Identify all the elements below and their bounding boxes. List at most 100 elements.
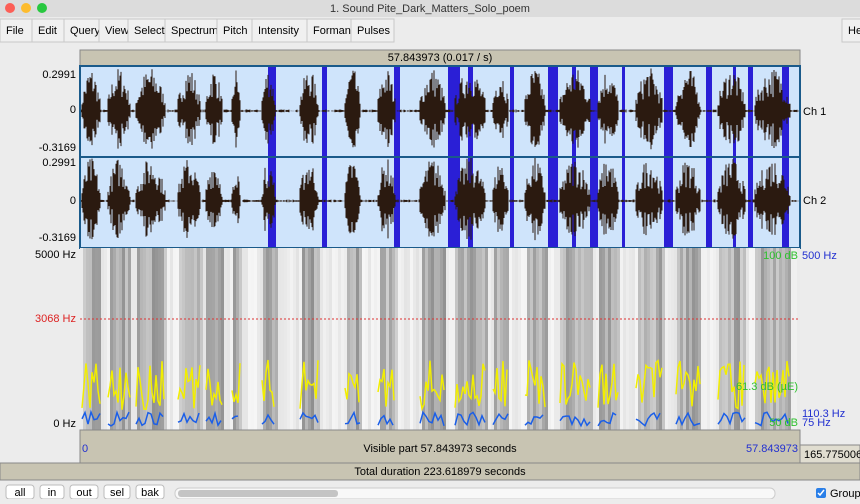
spectrogram-column	[317, 248, 320, 430]
spectrogram-column	[104, 248, 107, 430]
spectrogram-column	[137, 248, 140, 430]
button-label: sel	[110, 487, 124, 499]
spectrogram-column	[635, 248, 638, 430]
spectrogram-column	[206, 248, 209, 430]
spectrogram-column	[743, 248, 746, 430]
spectrogram-column	[578, 248, 581, 430]
spectrogram-column	[488, 248, 491, 430]
spectrogram-column	[260, 248, 263, 430]
spectrogram-column	[341, 248, 344, 430]
spectrogram-column	[524, 248, 527, 430]
spectrogram-column	[239, 248, 242, 430]
spectrogram-column	[614, 248, 617, 430]
spectrogram-column	[593, 248, 596, 430]
spectrogram-column	[677, 248, 680, 430]
button-label: out	[76, 487, 91, 499]
spectrogram-column	[428, 248, 431, 430]
spectrogram-column	[200, 248, 203, 430]
ch1-name: Ch 1	[803, 106, 826, 118]
spectrogram-column	[170, 248, 173, 430]
spectrogram-column	[749, 248, 752, 430]
visible-start: 0	[82, 443, 88, 455]
spectrogram-column	[662, 248, 665, 430]
spectrogram-column	[230, 248, 233, 430]
spectrogram-column	[728, 248, 731, 430]
spectrogram-column	[251, 248, 254, 430]
spectrogram-column	[290, 248, 293, 430]
spectrogram-column	[161, 248, 164, 430]
zoom-button[interactable]	[37, 3, 47, 13]
visible-end: 57.843973	[746, 443, 798, 455]
ch2-zero: 0	[70, 195, 76, 207]
spectrogram-column	[449, 248, 452, 430]
spectrogram-column	[293, 248, 296, 430]
spectrogram-column	[719, 248, 722, 430]
spectrogram-column	[572, 248, 575, 430]
spectrogram-column	[647, 248, 650, 430]
spectrogram-column	[509, 248, 512, 430]
spectrogram-column	[257, 248, 260, 430]
spectrogram-column	[149, 248, 152, 430]
spectrogram-column	[401, 248, 404, 430]
spectrogram-column	[659, 248, 662, 430]
spectrogram-column	[242, 248, 245, 430]
spectrogram-column	[389, 248, 392, 430]
spectrogram-column	[755, 248, 758, 430]
spectrogram-column	[350, 248, 353, 430]
spectrogram-column	[590, 248, 593, 430]
spectrogram-column	[377, 248, 380, 430]
ch1-min: -0.3169	[39, 142, 76, 154]
spectrogram-column	[599, 248, 602, 430]
spectrogram-column	[86, 248, 89, 430]
spectrogram-column	[695, 248, 698, 430]
spectrogram-column	[128, 248, 131, 430]
spectrogram-column	[779, 248, 782, 430]
spectrogram-column	[650, 248, 653, 430]
pitch-bottom: 75 Hz	[802, 417, 831, 429]
menu-label: Formant	[313, 25, 354, 37]
spectrogram-column	[371, 248, 374, 430]
spectrogram-column	[296, 248, 299, 430]
spectrogram-column	[92, 248, 95, 430]
spectrogram-column	[518, 248, 521, 430]
group-label: Group	[830, 488, 860, 499]
spectrogram-column	[269, 248, 272, 430]
spectrogram-column	[794, 248, 797, 430]
minimize-button[interactable]	[21, 3, 31, 13]
spectrogram-column	[266, 248, 269, 430]
spectrogram-column	[368, 248, 371, 430]
button-label: in	[48, 487, 57, 499]
spectrogram-column	[245, 248, 248, 430]
spectrogram-column	[344, 248, 347, 430]
spectrogram-column	[305, 248, 308, 430]
close-button[interactable]	[5, 3, 15, 13]
spectrogram-column	[545, 248, 548, 430]
spectrogram-column	[188, 248, 191, 430]
spectrogram-column	[482, 248, 485, 430]
spectrogram-column	[758, 248, 761, 430]
intensity-bottom: 50 dB	[769, 417, 798, 429]
spectrogram-column	[407, 248, 410, 430]
spectrogram-column	[308, 248, 311, 430]
spectrogram-column	[410, 248, 413, 430]
spectrogram-column	[746, 248, 749, 430]
ch2-min: -0.3169	[39, 232, 76, 244]
spectrogram-column	[551, 248, 554, 430]
scroll-thumb[interactable]	[178, 490, 338, 497]
ch2-name: Ch 2	[803, 195, 826, 207]
praat-window: 1. Sound Pite_Dark_Matters_Solo_poem Fil…	[0, 0, 860, 499]
button-label: bak	[141, 487, 159, 499]
spectrogram-column	[413, 248, 416, 430]
spectrogram-column	[359, 248, 362, 430]
spectrogram-column	[224, 248, 227, 430]
button-label: all	[14, 487, 25, 499]
spectrogram-column	[176, 248, 179, 430]
spectrogram-column	[626, 248, 629, 430]
spectrogram-column	[623, 248, 626, 430]
spectrogram-column	[320, 248, 323, 430]
spectrogram-column	[767, 248, 770, 430]
spectrogram-column	[125, 248, 128, 430]
spectrogram-column	[494, 248, 497, 430]
spectrogram-column	[362, 248, 365, 430]
spectrogram-column	[575, 248, 578, 430]
